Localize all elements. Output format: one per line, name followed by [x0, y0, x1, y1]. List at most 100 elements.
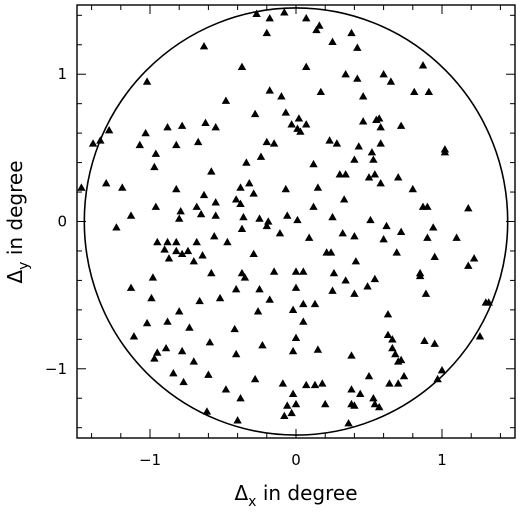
data-point-triangle	[287, 408, 296, 417]
data-point-triangle	[153, 348, 162, 356]
data-point-triangle	[302, 120, 311, 128]
data-point-triangle	[437, 366, 447, 374]
data-point-triangle	[150, 354, 159, 362]
data-point-triangle	[253, 307, 263, 315]
data-point-triangle	[370, 170, 380, 178]
data-point-triangle	[328, 37, 337, 45]
data-point-triangle	[151, 149, 161, 157]
data-point-triangle	[176, 206, 185, 215]
data-point-triangle	[350, 401, 359, 409]
data-point-triangle	[88, 139, 98, 147]
data-point-triangle	[302, 14, 311, 22]
data-point-triangle	[223, 237, 232, 246]
data-point-triangle	[325, 136, 334, 144]
data-point-triangle	[250, 109, 260, 118]
data-point-triangle	[201, 118, 210, 126]
data-point-triangle	[207, 167, 216, 175]
data-point-triangle	[265, 295, 274, 303]
data-point-triangle	[429, 223, 438, 231]
data-point-triangle	[388, 335, 397, 343]
data-point-triangle	[386, 77, 396, 85]
data-point-triangle	[262, 137, 271, 146]
data-point-triangle	[353, 74, 362, 82]
data-point-triangle	[366, 215, 375, 224]
data-point-triangle	[293, 215, 302, 224]
data-point-triangle	[420, 336, 429, 344]
data-point-triangle	[299, 299, 308, 308]
data-point-triangle	[172, 140, 181, 149]
data-point-triangle	[383, 330, 393, 339]
data-point-triangle	[237, 268, 247, 277]
data-point-triangle	[126, 283, 136, 291]
data-point-triangle	[379, 234, 388, 243]
data-point-triangle	[302, 62, 311, 71]
data-point-triangle	[341, 70, 350, 78]
data-point-triangle	[262, 221, 271, 230]
data-point-triangle	[161, 343, 171, 352]
data-point-triangle	[376, 123, 385, 131]
data-point-triangle	[296, 127, 305, 135]
data-point-triangle	[379, 70, 388, 78]
data-point-triangle	[199, 42, 209, 50]
data-point-triangle	[231, 195, 241, 203]
data-point-triangle	[328, 212, 337, 221]
data-point-triangle	[338, 229, 347, 237]
data-point-triangle	[177, 121, 187, 129]
data-point-triangle	[369, 394, 378, 402]
data-point-triangle	[221, 385, 231, 393]
y-tick-label: 0	[57, 213, 67, 231]
data-point-triangle	[256, 152, 266, 160]
data-point-triangle	[172, 237, 181, 246]
data-point-triangle	[189, 357, 198, 365]
data-point-triangle	[396, 121, 406, 129]
data-point-triangle	[287, 120, 296, 128]
data-point-triangle	[239, 212, 248, 221]
data-point-triangle	[192, 202, 201, 210]
data-point-triangle	[370, 399, 380, 408]
data-point-triangle	[364, 173, 374, 181]
data-point-triangle	[211, 211, 220, 219]
data-point-triangle	[291, 283, 301, 291]
data-point-triangle	[207, 268, 216, 277]
data-point-triangle	[280, 411, 289, 420]
data-point-triangle	[242, 158, 251, 166]
data-point-triangle	[310, 299, 320, 308]
data-point-triangle	[309, 159, 318, 168]
data-point-triangle	[160, 245, 169, 253]
data-point-triangle	[189, 257, 198, 265]
data-point-triangle	[358, 117, 368, 125]
data-point-triangle	[309, 202, 318, 210]
data-point-triangle	[245, 179, 254, 187]
data-point-triangle	[172, 246, 181, 255]
data-point-triangle	[172, 184, 181, 193]
data-point-triangle	[347, 28, 356, 37]
data-point-triangle	[281, 184, 290, 193]
data-point-triangle	[344, 419, 353, 427]
data-point-triangle	[104, 125, 114, 134]
data-point-triangle	[183, 246, 193, 255]
data-point-triangle	[430, 252, 439, 260]
data-point-triangle	[350, 232, 359, 240]
data-point-triangle	[211, 123, 220, 131]
data-point-triangle	[326, 248, 336, 256]
data-point-triangle	[150, 162, 159, 171]
data-point-triangle	[318, 379, 327, 387]
data-point-triangle	[175, 214, 184, 222]
data-point-triangle	[196, 209, 206, 218]
data-point-triangle	[385, 379, 394, 387]
data-point-triangle	[321, 399, 330, 408]
data-point-triangle	[288, 346, 298, 355]
data-point-triangle	[102, 179, 111, 187]
data-point-triangle	[328, 286, 337, 294]
data-point-triangle	[249, 189, 258, 197]
data-point-triangle	[205, 338, 215, 346]
data-point-triangle	[237, 62, 247, 71]
data-point-triangle	[313, 345, 323, 353]
data-point-triangle	[452, 233, 461, 241]
data-point-triangle	[484, 298, 493, 306]
data-point-triangle	[283, 211, 292, 219]
data-point-triangle	[430, 339, 439, 347]
data-point-triangle	[142, 318, 152, 327]
data-point-triangle	[354, 142, 363, 150]
data-point-triangle	[399, 371, 409, 380]
